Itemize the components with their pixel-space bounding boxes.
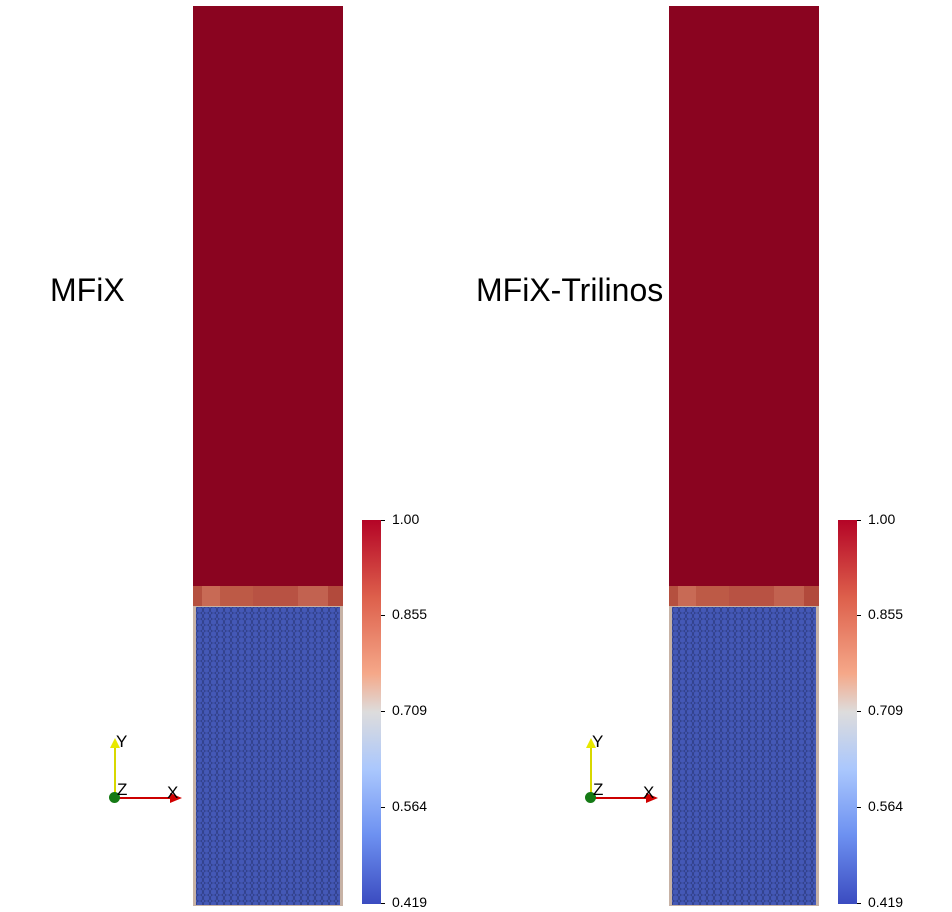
z-axis-origin-icon [109, 792, 120, 803]
y-axis-label: Y [116, 732, 128, 751]
x-axis-line [116, 797, 172, 799]
x-axis-label: X [167, 783, 179, 802]
z-axis-label: Z [117, 780, 128, 799]
void-fraction-column [669, 6, 819, 906]
colorbar-tick-mark [857, 711, 861, 712]
y-axis-line [590, 746, 592, 798]
colorbar-tick-label: 0.709 [392, 702, 428, 718]
void-fraction-column [193, 6, 343, 906]
colorbar-tick-mark [381, 807, 385, 808]
colorbar-tick-mark [381, 520, 385, 521]
y-axis-arrow-icon [110, 738, 120, 748]
colorbar-tick-mark [857, 903, 861, 904]
y-axis-line [114, 746, 116, 798]
colorbar-tick-label: 0.564 [392, 798, 428, 814]
colorbar-tick-mark [857, 520, 861, 521]
y-axis-arrow-icon [586, 738, 596, 748]
freeboard-region [193, 6, 343, 586]
panel-label: MFiX-Trilinos [476, 272, 664, 308]
x-axis-line [592, 797, 648, 799]
panel-label: MFiX [50, 272, 125, 308]
colorbar-tick-mark [381, 615, 385, 616]
colorbar-tick-label: 0.855 [868, 606, 904, 622]
x-axis-arrow-icon [646, 793, 658, 803]
colorbar-tick-label: 0.419 [392, 894, 428, 910]
colorbar-tick-mark [381, 711, 385, 712]
colorbar-tick-label: 0.855 [392, 606, 428, 622]
colorbar-tick-label: 0.709 [868, 702, 904, 718]
particle-bed [672, 607, 816, 905]
bed-surface-band [193, 586, 343, 606]
panel-mfix: MFiX 1.00 0.855 0.709 0.564 0.419 Y Z X [50, 6, 428, 910]
colorbar [838, 520, 857, 904]
colorbar-tick-mark [381, 903, 385, 904]
y-axis-label: Y [592, 732, 604, 751]
particle-bed [196, 607, 340, 905]
colorbar-tick-label: 1.00 [868, 511, 896, 527]
orientation-axes: Y Z X [108, 730, 188, 810]
colorbar [362, 520, 381, 904]
z-axis-origin-icon [585, 792, 596, 803]
panel-mfix-trilinos: MFiX-Trilinos 1.00 0.855 0.709 0.564 0.4… [476, 0, 952, 912]
bed-surface-band [669, 586, 819, 606]
colorbar-tick-label: 1.00 [392, 511, 420, 527]
orientation-axes: Y Z X [584, 730, 664, 810]
x-axis-arrow-icon [170, 793, 182, 803]
colorbar-tick-mark [857, 807, 861, 808]
z-axis-label: Z [593, 780, 604, 799]
colorbar-tick-mark [857, 615, 861, 616]
colorbar-tick-label: 0.419 [868, 894, 904, 910]
freeboard-region [669, 6, 819, 586]
x-axis-label: X [643, 783, 655, 802]
colorbar-tick-label: 0.564 [868, 798, 904, 814]
